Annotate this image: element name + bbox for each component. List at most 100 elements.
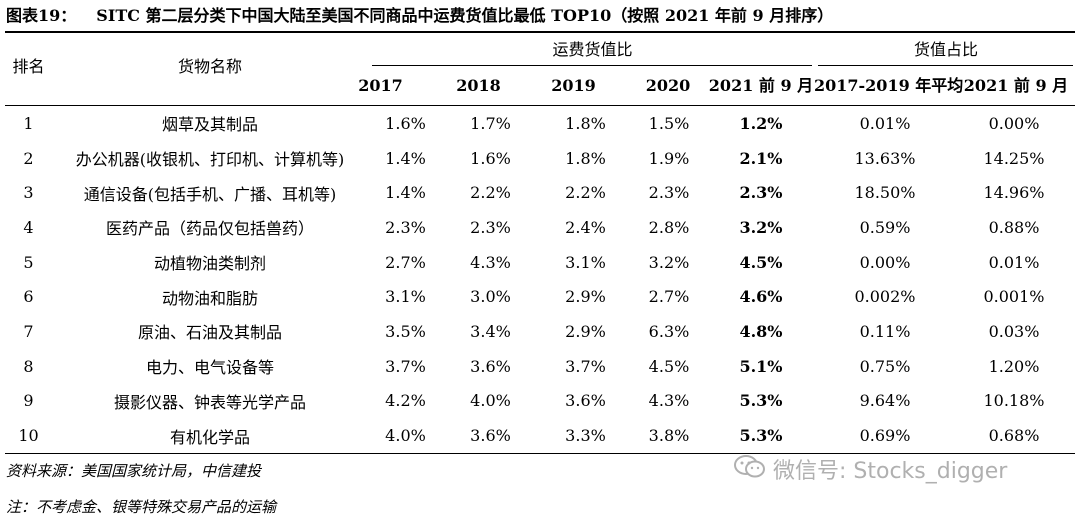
cell-2021-9m: 5.3%: [739, 426, 783, 446]
cell-2021-9m: 4.8%: [739, 321, 783, 341]
cell-name: 办公机器(收银机、打印机、计算机等): [75, 150, 345, 170]
cell-2017: 2.7%: [385, 252, 426, 272]
header-year-2021-9m: 2021 前 9 月: [708, 76, 814, 95]
cell-2020: 4.3%: [648, 391, 690, 411]
cell-2019: 2.2%: [565, 183, 606, 203]
cell-rank: 3: [23, 183, 34, 203]
cell-2019: 2.4%: [565, 217, 606, 237]
cell-2017: 2.3%: [385, 217, 426, 237]
header-year-2019: 2019: [551, 76, 596, 95]
cell-share-2021-9m: 0.68%: [988, 426, 1040, 446]
cell-name: 医药产品（药品仅包括兽药）: [105, 219, 314, 239]
table-row: 2 办公机器(收银机、打印机、计算机等) 1.4% 1.6% 1.8% 1.9% 2.1% 1…: [5, 141, 1075, 176]
cell-2018: 3.0%: [470, 287, 511, 307]
cell-2021-9m: 5.3%: [739, 391, 783, 411]
header-year-2017: 2017: [358, 76, 403, 95]
cell-2020: 1.5%: [648, 113, 690, 133]
cell-name: 电力、电气设备等: [145, 358, 274, 378]
table-row: 5 动植物油类制剂 2.7% 4.3% 3.1% 3.2% 4.5% 0.00% 0.01%: [5, 245, 1075, 280]
cell-2019: 3.3%: [565, 426, 606, 446]
header-year-2020: 2020: [645, 76, 691, 95]
figure-title-text: SITC 第二层分类下中国大陆至美国不同商品中运费货值比最低 TOP10（按照 …: [96, 6, 834, 25]
watermark-text: 微信号: Stocks_digger: [773, 459, 1008, 484]
footnote: 注：不考虑金、银等特殊交易产品的运输: [6, 498, 277, 516]
cell-2021-9m: 2.3%: [739, 183, 783, 203]
cell-share-avg: 0.11%: [859, 321, 911, 341]
table-row: 8 电力、电气设备等 3.7% 3.6% 3.7% 4.5% 5.1% 0.75% 1.20%: [5, 349, 1075, 384]
cell-2018: 1.7%: [470, 113, 511, 133]
cell-2017: 1.6%: [385, 113, 426, 133]
cell-2021-9m: 5.1%: [739, 356, 783, 376]
cell-2017: 1.4%: [385, 183, 426, 203]
cell-2020: 2.7%: [648, 287, 690, 307]
cell-2018: 4.3%: [470, 252, 511, 272]
cell-share-avg: 0.00%: [859, 252, 911, 272]
cell-rank: 10: [18, 426, 39, 446]
cell-2017: 3.7%: [385, 356, 426, 376]
cell-rank: 4: [23, 217, 34, 237]
cell-name: 烟草及其制品: [161, 115, 258, 135]
cell-rank: 5: [23, 252, 34, 272]
cell-share-2021-9m: 0.88%: [988, 217, 1040, 237]
cell-share-2021-9m: 0.03%: [988, 321, 1040, 341]
cell-rank: 8: [23, 356, 34, 376]
cell-2021-9m: 4.5%: [739, 252, 783, 272]
header-year-2018: 2018: [456, 76, 501, 95]
cell-share-2021-9m: 0.00%: [988, 113, 1040, 133]
cell-2019: 2.9%: [565, 287, 606, 307]
cell-2020: 2.8%: [648, 217, 690, 237]
cell-share-2021-9m: 0.001%: [983, 287, 1045, 307]
cell-2019: 1.8%: [565, 113, 606, 133]
cell-share-avg: 9.64%: [859, 391, 911, 411]
cell-2018: 2.3%: [470, 217, 511, 237]
table-row: 7 原油、石油及其制品 3.5% 3.4% 2.9% 6.3% 4.8% 0.11% 0.03%: [5, 314, 1075, 349]
cell-share-2021-9m: 10.18%: [983, 391, 1045, 411]
cell-2020: 1.9%: [648, 148, 690, 168]
table-row: 10 有机化学品 4.0% 3.6% 3.3% 3.8% 5.3% 0.69% 0.68%: [5, 418, 1075, 453]
cell-share-avg: 0.002%: [854, 287, 916, 307]
cell-share-2021-9m: 14.25%: [983, 148, 1045, 168]
cell-2020: 6.3%: [648, 321, 690, 341]
cell-2020: 3.2%: [648, 252, 690, 272]
cell-2019: 2.9%: [565, 321, 606, 341]
cell-2019: 3.1%: [565, 252, 606, 272]
header-group-freight: 运费货值比: [552, 40, 633, 59]
cell-name: 摄影仪器、钟表等光学产品: [113, 392, 306, 412]
table-row: 1 烟草及其制品 1.6% 1.7% 1.8% 1.5% 1.2% 0.01% 0.00%: [5, 106, 1075, 141]
cell-rank: 6: [23, 287, 34, 307]
header-rank: 排名: [12, 57, 45, 76]
header-share-avg: 2017-2019 年平均: [814, 76, 964, 95]
source-note: 资料来源：美国国家统计局，中信建投: [6, 462, 262, 480]
cell-share-2021-9m: 1.20%: [988, 356, 1040, 376]
table-title: 图表19： SITC 第二层分类下中国大陆至美国不同商品中运费货值比最低 TOP1…: [6, 4, 1074, 28]
cell-2018: 3.6%: [470, 426, 511, 446]
header-share-2021-9m: 2021 前 9 月: [963, 76, 1069, 95]
cell-2021-9m: 2.1%: [739, 148, 783, 168]
cell-2021-9m: 4.6%: [739, 287, 783, 307]
header-group-underline-share: [818, 65, 1073, 66]
cell-2018: 3.4%: [470, 321, 511, 341]
cell-name: 有机化学品: [169, 427, 250, 447]
cell-2019: 1.8%: [565, 148, 606, 168]
cell-2020: 2.3%: [648, 183, 690, 203]
cell-rank: 2: [23, 148, 34, 168]
cell-2017: 4.0%: [385, 426, 426, 446]
cell-2018: 3.6%: [470, 356, 511, 376]
cell-name: 动物油和脂肪: [161, 288, 258, 308]
table-row: 9 摄影仪器、钟表等光学产品 4.2% 4.0% 3.6% 4.3% 5.3% 9.64% 10…: [5, 384, 1075, 419]
figure-label: 图表19：: [6, 6, 77, 25]
cell-rank: 7: [23, 321, 34, 341]
cell-2020: 3.8%: [648, 426, 690, 446]
cell-share-avg: 0.69%: [859, 426, 911, 446]
cell-2017: 3.1%: [385, 287, 426, 307]
table-bottom-rule: [5, 453, 1075, 454]
header-group-share: 货值占比: [913, 40, 978, 59]
header-name: 货物名称: [177, 57, 242, 76]
watermark: 微信号: Stocks_digger: [733, 454, 1007, 486]
table-row: 4 医药产品（药品仅包括兽药） 2.3% 2.3% 2.4% 2.8% 3.2% 0.59% 0…: [5, 210, 1075, 245]
table-row: 6 动物油和脂肪 3.1% 3.0% 2.9% 2.7% 4.6% 0.002% 0.001%: [5, 279, 1075, 314]
cell-name: 动植物油类制剂: [153, 254, 266, 274]
cell-share-2021-9m: 14.96%: [983, 183, 1045, 203]
cell-2019: 3.7%: [565, 356, 606, 376]
header-bottom-rule: [5, 105, 1075, 106]
